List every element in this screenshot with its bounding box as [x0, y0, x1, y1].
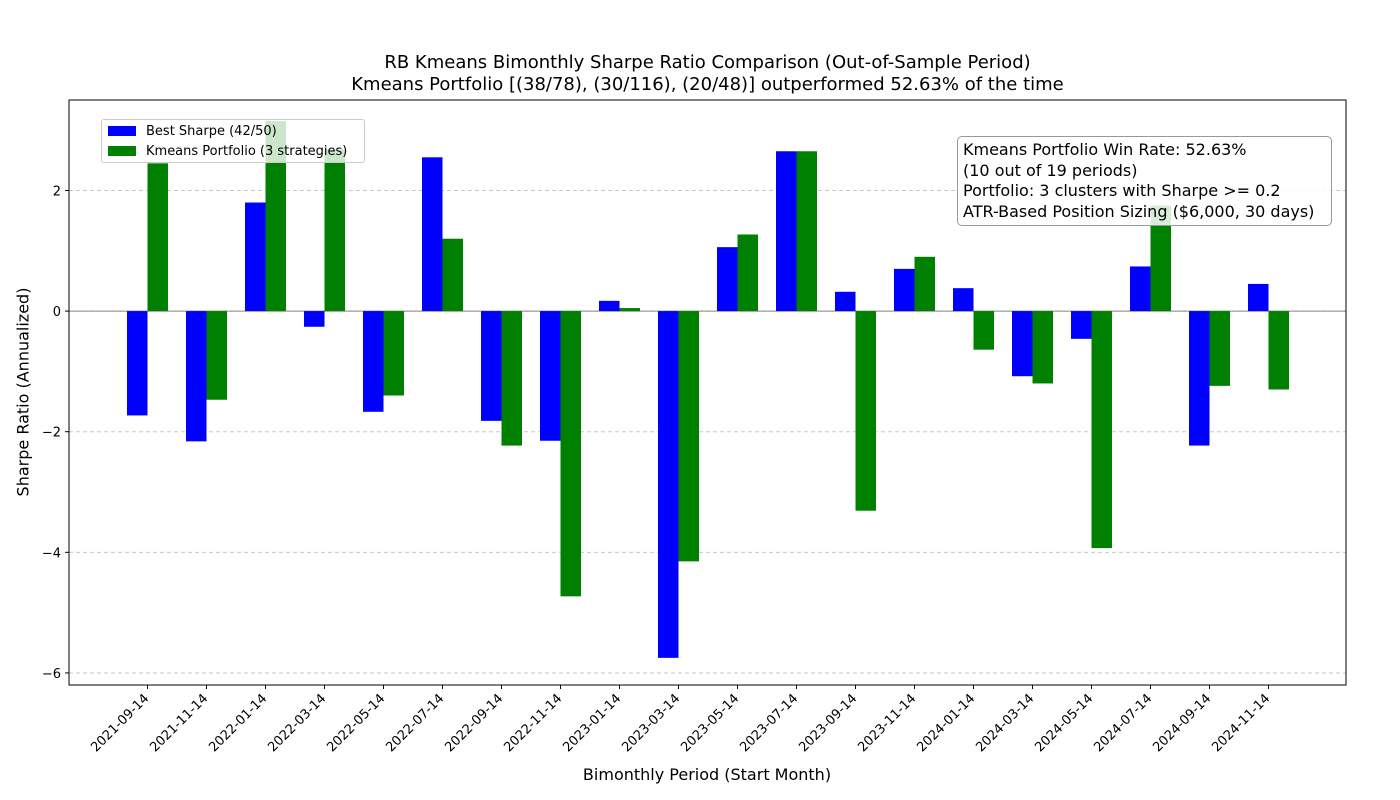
bar-kmeans-portfolio [619, 308, 640, 312]
bar-kmeans-portfolio [1268, 311, 1289, 390]
bar-best-sharpe [953, 288, 974, 312]
bar-best-sharpe [776, 151, 797, 312]
x-tick-label: 2022-05-14 [324, 691, 388, 755]
x-tick-label: 2021-09-14 [88, 691, 152, 755]
plot-frame [68, 99, 1347, 686]
bar-kmeans-portfolio [973, 311, 994, 350]
bar-kmeans-portfolio [324, 149, 345, 312]
x-tick-label: 2024-01-14 [914, 691, 978, 755]
x-tick-label: 2021-11-14 [147, 691, 211, 755]
bar-kmeans-portfolio [914, 256, 935, 312]
bar-kmeans-portfolio [1032, 311, 1053, 384]
bar-kmeans-portfolio [737, 234, 758, 312]
y-axis: −6 −4 −2 0 2 [42, 184, 69, 682]
bar-kmeans-portfolio [501, 311, 522, 446]
y-tick-label: −4 [42, 546, 61, 561]
x-tick-label: 2023-05-14 [678, 691, 742, 755]
x-tick-label: 2023-09-14 [796, 691, 860, 755]
chart-subtitle: Kmeans Portfolio [(38/78), (30/116), (20… [351, 74, 1064, 95]
x-tick-label: 2023-11-14 [855, 691, 919, 755]
annotation-line: ATR-Based Position Sizing ($6,000, 30 da… [963, 201, 1315, 221]
bar-best-sharpe [599, 300, 620, 312]
bar-best-sharpe [363, 311, 384, 412]
y-axis-label: Sharpe Ratio (Annualized) [13, 287, 33, 497]
x-tick-label: 2022-11-14 [501, 691, 565, 755]
bar-best-sharpe [717, 247, 738, 312]
bar-best-sharpe [422, 157, 443, 312]
bar-best-sharpe [1248, 283, 1269, 312]
x-tick-label: 2024-03-14 [973, 691, 1037, 755]
bar-kmeans-portfolio [383, 311, 404, 396]
bar-best-sharpe [835, 291, 856, 312]
legend-label: Kmeans Portfolio (3 strategies) [146, 143, 348, 159]
bar-best-sharpe [304, 311, 325, 327]
bar-best-sharpe [1012, 311, 1033, 377]
bar-best-sharpe [245, 202, 266, 312]
bar-best-sharpe [186, 311, 207, 442]
bar-kmeans-portfolio [855, 311, 876, 511]
bar-kmeans-portfolio [560, 311, 581, 597]
bar-kmeans-portfolio [1150, 205, 1171, 312]
x-tick-label: 2023-01-14 [560, 691, 624, 755]
bar-best-sharpe [1189, 311, 1210, 446]
bar-kmeans-portfolio [796, 151, 817, 312]
bar-best-sharpe [127, 311, 148, 416]
bar-best-sharpe [1071, 311, 1092, 339]
bar-kmeans-portfolio [678, 311, 699, 562]
x-tick-label: 2022-01-14 [206, 691, 270, 755]
x-axis-label: Bimonthly Period (Start Month) [582, 765, 832, 784]
x-tick-label: 2022-09-14 [442, 691, 506, 755]
bar-kmeans-portfolio [442, 238, 463, 312]
bar-kmeans-portfolio [147, 163, 168, 312]
bar-best-sharpe [540, 311, 561, 441]
annotation-line: (10 out of 19 periods) [963, 160, 1138, 180]
y-tick-label: 0 [53, 305, 61, 320]
bar-kmeans-portfolio [265, 121, 286, 312]
x-tick-label: 2022-07-14 [383, 691, 447, 755]
legend-item-best-sharpe: Best Sharpe (42/50) [108, 122, 277, 140]
bar-best-sharpe [658, 311, 679, 658]
y-tick-label: −2 [42, 426, 61, 441]
annotation-line: Portfolio: 3 clusters with Sharpe >= 0.2 [963, 181, 1281, 200]
win-rate-annotation: Kmeans Portfolio Win Rate: 52.63% (10 ou… [957, 136, 1332, 226]
x-tick-label: 2023-07-14 [737, 691, 801, 755]
bar-best-sharpe [481, 311, 502, 421]
x-tick-label: 2022-03-14 [265, 691, 329, 755]
x-tick-label: 2024-11-14 [1209, 691, 1273, 755]
bar-kmeans-portfolio [206, 311, 227, 400]
bar-best-sharpe [1130, 266, 1151, 312]
legend-swatch-green [108, 146, 136, 156]
bar-best-sharpe [894, 268, 915, 312]
legend-label: Best Sharpe (42/50) [146, 123, 277, 139]
x-tick-label: 2024-05-14 [1032, 691, 1096, 755]
x-axis: 2021-09-142021-11-142022-01-142022-03-14… [88, 685, 1273, 755]
bar-kmeans-portfolio [1091, 311, 1112, 549]
y-tick-label: 2 [53, 184, 61, 199]
bars [127, 121, 1289, 658]
y-tick-label: −6 [42, 667, 61, 682]
legend-item-kmeans-portfolio: Kmeans Portfolio (3 strategies) [108, 142, 347, 160]
legend-swatch-blue [108, 126, 136, 136]
bar-kmeans-portfolio [1209, 311, 1230, 386]
legend: Best Sharpe (42/50) Kmeans Portfolio (3 … [101, 119, 365, 163]
x-tick-label: 2024-07-14 [1091, 691, 1155, 755]
annotation-line: Kmeans Portfolio Win Rate: 52.63% [963, 140, 1247, 159]
x-tick-label: 2024-09-14 [1150, 691, 1214, 755]
chart-title: RB Kmeans Bimonthly Sharpe Ratio Compari… [384, 52, 1031, 73]
x-tick-label: 2023-03-14 [619, 691, 683, 755]
